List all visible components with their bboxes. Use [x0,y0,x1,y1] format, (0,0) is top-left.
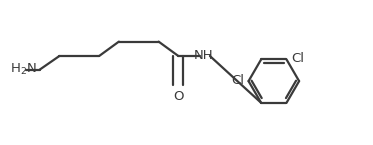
Text: Cl: Cl [231,74,244,87]
Text: NH: NH [194,49,213,62]
Text: H$_2$N: H$_2$N [10,62,37,77]
Text: Cl: Cl [291,52,304,65]
Text: O: O [173,90,184,103]
